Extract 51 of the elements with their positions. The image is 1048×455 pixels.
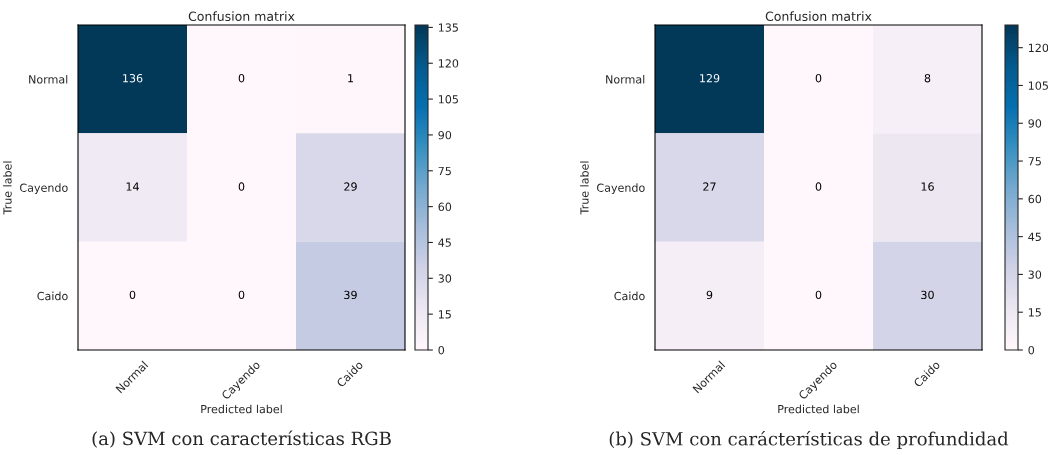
color-bar-label: 0	[1028, 345, 1035, 355]
data-label: 0	[815, 73, 822, 83]
data-label: 0	[238, 290, 245, 300]
chart-title: Confusion matrix	[765, 11, 872, 22]
data-label: 39	[344, 290, 357, 300]
data-label: 0	[815, 182, 822, 191]
data-label: 136	[123, 73, 143, 83]
data-label: 16	[921, 182, 934, 191]
color-bar-label: 30	[1028, 270, 1042, 279]
data-label: 14	[126, 182, 139, 191]
data-label: 8	[924, 73, 931, 83]
data-label: 1	[348, 74, 354, 83]
color-bar-label: 45	[438, 238, 451, 247]
color-bar-label: 105	[438, 95, 458, 104]
color-bar-label: 30	[438, 274, 452, 283]
y-tick-label: Cayendo	[597, 183, 645, 195]
data-label: 9	[706, 290, 713, 300]
y-axis-title: True label	[3, 161, 12, 215]
text: (b) SVM con carácterísticas de profundidad	[609, 430, 1009, 450]
data-label: 0	[238, 182, 245, 191]
color-bar-label: 0	[438, 345, 445, 355]
y-axis-title: True label	[580, 161, 589, 215]
color-bar-label: 120	[1028, 43, 1048, 53]
color-bar-label: 15	[438, 310, 451, 319]
color-bar-label: 60	[438, 202, 452, 211]
color-bar-label: 45	[1028, 232, 1041, 242]
color-bar-label: 135	[438, 23, 458, 32]
data-label: 29	[344, 182, 357, 191]
data-label: 0	[238, 73, 245, 83]
data-label: 129	[700, 73, 720, 83]
y-tick-label: Cayendo	[20, 183, 68, 195]
chart-title: Confusion matrix	[188, 11, 295, 22]
color-bar-label: 90	[1028, 119, 1042, 128]
y-tick-label: Normal	[29, 74, 68, 84]
data-label: 27	[703, 182, 716, 191]
color-bar-label: 60	[1028, 194, 1042, 204]
data-label: 0	[129, 290, 136, 300]
x-axis-title: Predicted label	[778, 404, 859, 414]
y-tick-label: Caido	[614, 291, 645, 301]
data-label: 0	[815, 290, 822, 300]
y-tick-label: Normal	[606, 74, 645, 84]
color-bar-label: 105	[1028, 81, 1048, 90]
x-axis-title: Predicted label	[201, 404, 282, 414]
color-bar-label: 120	[438, 59, 459, 68]
color-bar-label: 90	[438, 130, 452, 140]
y-tick-label: Caido	[37, 291, 68, 301]
color-bar-label: 75	[438, 166, 451, 176]
color-bar-label: 75	[1028, 157, 1041, 166]
data-label: 30	[921, 290, 934, 300]
color-bar-label: 15	[1028, 308, 1041, 317]
text: (a) SVM con características RGB	[92, 430, 391, 448]
